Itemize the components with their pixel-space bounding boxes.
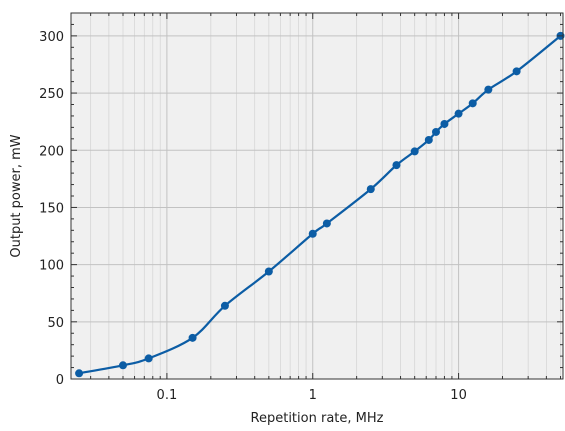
data-point: [468, 99, 477, 108]
data-point: [392, 161, 401, 170]
x-tick-label: 0.1: [157, 388, 178, 403]
y-tick-label: 250: [39, 87, 64, 102]
y-tick-label: 0: [56, 373, 64, 388]
data-point: [144, 354, 153, 363]
data-point: [431, 127, 440, 136]
y-axis-title: Output power, mW: [9, 134, 24, 257]
y-tick-label: 300: [39, 30, 64, 45]
data-point: [188, 333, 197, 342]
data-point: [118, 361, 127, 370]
plot-area: [71, 13, 563, 379]
data-point: [424, 135, 433, 144]
y-tick-label: 100: [39, 259, 64, 274]
data-point: [410, 147, 419, 156]
data-point: [75, 369, 84, 378]
x-tick-label: 1: [309, 388, 317, 403]
x-axis-title: Repetition rate, MHz: [251, 411, 384, 426]
data-point: [308, 229, 317, 238]
axis-ticks: [71, 12, 563, 380]
y-tick-label: 200: [39, 144, 64, 159]
data-point: [454, 109, 463, 118]
data-point: [220, 301, 229, 310]
data-point: [440, 119, 449, 128]
y-tick-label: 150: [39, 201, 64, 216]
data-point: [322, 219, 331, 228]
data-point: [512, 67, 521, 76]
data-point: [484, 85, 493, 94]
y-tick-label: 50: [47, 316, 64, 331]
x-tick-label: 10: [450, 388, 467, 403]
data-point: [366, 185, 375, 194]
data-point: [264, 267, 273, 276]
series-layer: [75, 31, 565, 378]
